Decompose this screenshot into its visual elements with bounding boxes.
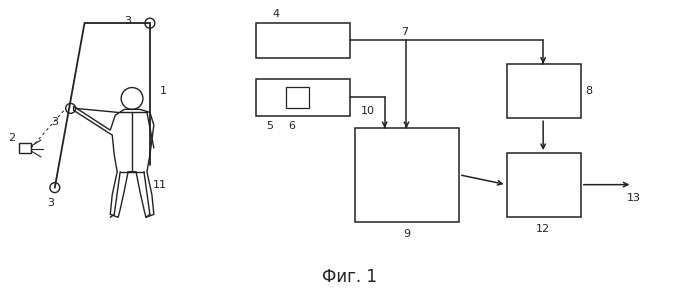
Text: 13: 13 [628, 193, 641, 203]
Text: 3: 3 [125, 16, 132, 26]
Text: 8: 8 [585, 86, 593, 96]
Text: 10: 10 [361, 106, 375, 116]
Bar [507, 64, 581, 118]
Text: 1: 1 [161, 86, 168, 96]
Bar [256, 23, 350, 58]
Text: Фиг. 1: Фиг. 1 [322, 268, 376, 286]
Text: 11: 11 [153, 180, 167, 190]
Text: 4: 4 [272, 9, 279, 19]
Bar [355, 128, 459, 222]
Bar [507, 153, 581, 217]
Text: 12: 12 [536, 224, 550, 234]
Text: 5: 5 [266, 121, 273, 131]
Text: 9: 9 [403, 229, 410, 239]
Text: 3: 3 [47, 199, 54, 209]
Text: 2: 2 [8, 133, 15, 143]
Bar [285, 86, 309, 108]
Bar [256, 79, 350, 116]
Text: 7: 7 [401, 27, 408, 37]
Text: 6: 6 [288, 121, 295, 131]
Text: 3: 3 [51, 117, 59, 127]
Bar [19, 143, 31, 153]
